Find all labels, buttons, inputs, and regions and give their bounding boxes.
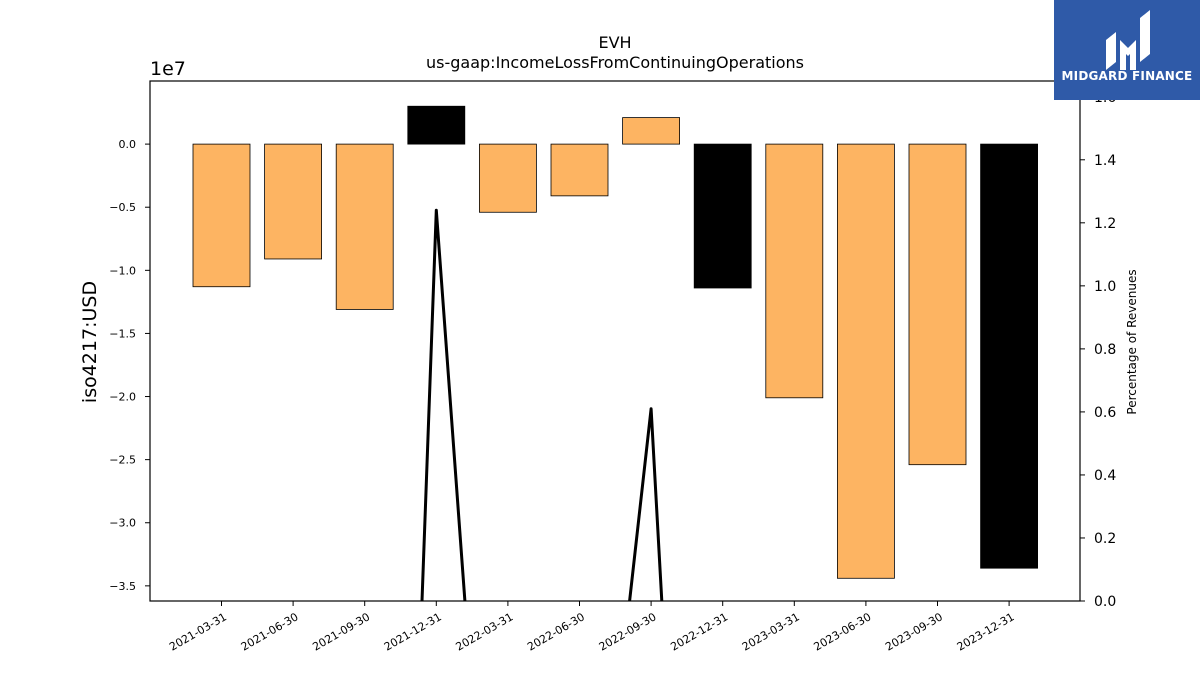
bar-2023-03-31 xyxy=(765,143,824,399)
bar-2023-06-30 xyxy=(837,143,895,579)
bar-2021-09-30 xyxy=(335,143,394,310)
bar-2022-09-30 xyxy=(622,117,680,145)
x-tick-label: 2021-12-31 xyxy=(382,610,444,653)
y2-tick-label: 0.2 xyxy=(1094,531,1116,547)
line-group xyxy=(420,208,664,602)
x-axis-ticks: 2021-03-31 2021-06-30 2021-09-30 2021-12-31… xyxy=(167,601,1017,654)
percent-line-segment-2 xyxy=(628,407,664,602)
plot-frame xyxy=(149,80,1081,602)
bar-group xyxy=(192,105,1038,579)
y-axis-label: iso4217:USD xyxy=(79,281,101,403)
y-tick-label: −3.0 xyxy=(109,517,136,530)
bar-2021-06-30 xyxy=(264,143,323,260)
y-tick-label: −1.0 xyxy=(109,264,136,277)
x-tick-label: 2022-12-31 xyxy=(668,610,730,653)
y2-tick-label: 0.0 xyxy=(1094,594,1116,610)
x-tick-label: 2021-03-31 xyxy=(167,610,229,653)
y2-tick-label: 1.2 xyxy=(1094,216,1116,232)
bar-2022-06-30 xyxy=(550,143,609,197)
chart-subtitle: us-gaap:IncomeLossFromContinuingOperatio… xyxy=(426,53,804,72)
y-offset-text: 1e7 xyxy=(150,58,186,80)
x-tick-label: 2022-06-30 xyxy=(525,610,587,653)
bar-2023-12-31 xyxy=(980,143,1038,569)
percent-line-segment-1 xyxy=(420,208,467,602)
bar-2022-12-31 xyxy=(693,143,752,289)
y-tick-label: 0.0 xyxy=(119,138,137,151)
bar-2021-12-31 xyxy=(407,105,466,145)
logo-text: MIDGARD FINANCE xyxy=(1061,69,1193,83)
right-axis-ticks: 0.00.20.40.60.81.01.21.41.6 xyxy=(1080,90,1116,610)
x-tick-label: 2021-06-30 xyxy=(239,610,301,653)
y-tick-label: −1.5 xyxy=(109,327,136,340)
y-tick-label: −2.5 xyxy=(109,454,136,467)
bar-2023-09-30 xyxy=(908,143,967,466)
y2-tick-label: 0.6 xyxy=(1094,405,1116,421)
logo-mark-icon xyxy=(1106,10,1150,70)
x-tick-label: 2023-09-30 xyxy=(883,610,945,653)
y2-axis-label: Percentage of Revenues xyxy=(1125,269,1139,414)
left-axis-ticks: 0.0 −0.5 −1.0 −1.5 −2.0 −2.5 −3.0 −3.5 xyxy=(109,138,150,593)
x-tick-label: 2023-03-31 xyxy=(740,610,802,653)
y2-tick-label: 0.8 xyxy=(1094,342,1116,358)
logo: MIDGARD FINANCE xyxy=(1054,0,1200,100)
x-tick-label: 2022-09-30 xyxy=(597,610,659,653)
x-tick-label: 2021-09-30 xyxy=(310,610,372,653)
x-tick-label: 2023-12-31 xyxy=(955,610,1017,653)
y2-tick-label: 1.4 xyxy=(1094,153,1116,169)
bar-2022-03-31 xyxy=(478,143,537,213)
y-tick-label: −3.5 xyxy=(109,580,136,593)
y-tick-label: −2.0 xyxy=(109,391,136,404)
y2-tick-label: 0.4 xyxy=(1094,468,1116,484)
y-tick-label: −0.5 xyxy=(109,201,136,214)
x-tick-label: 2023-06-30 xyxy=(812,610,874,653)
chart-title: EVH xyxy=(598,33,631,52)
y2-tick-label: 1.0 xyxy=(1094,279,1116,295)
bar-2021-03-31 xyxy=(192,143,251,288)
x-tick-label: 2022-03-31 xyxy=(454,610,516,653)
